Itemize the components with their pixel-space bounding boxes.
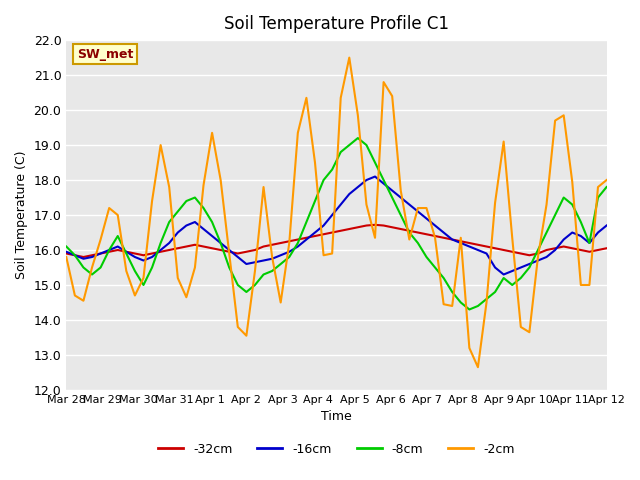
Y-axis label: Soil Temperature (C): Soil Temperature (C): [15, 151, 28, 279]
X-axis label: Time: Time: [321, 410, 352, 423]
Text: SW_met: SW_met: [77, 48, 134, 60]
Legend: -32cm, -16cm, -8cm, -2cm: -32cm, -16cm, -8cm, -2cm: [153, 438, 520, 461]
Title: Soil Temperature Profile C1: Soil Temperature Profile C1: [224, 15, 449, 33]
